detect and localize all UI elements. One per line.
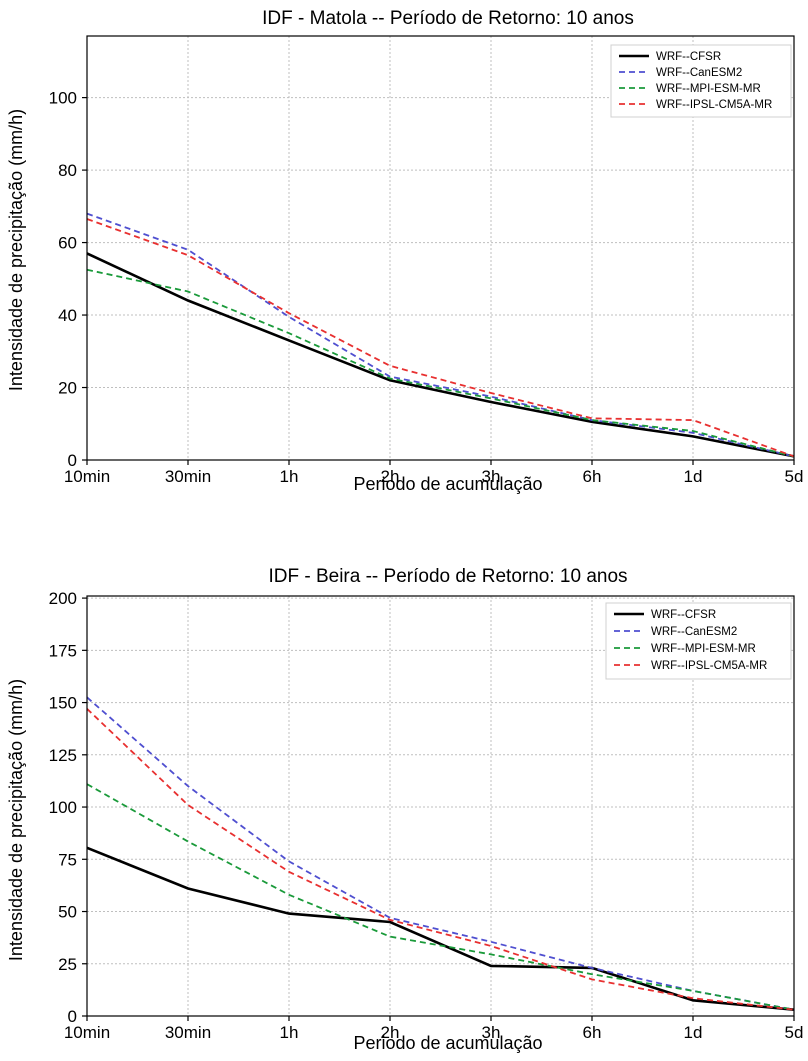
chart-title: IDF - Matola -- Período de Retorno: 10 a… bbox=[262, 8, 634, 29]
series-line-wrf-cfsr bbox=[86, 252, 795, 458]
x-axis-label: Periodo de acumulação bbox=[353, 1033, 542, 1053]
legend-label: WRF--MPI-ESM-MR bbox=[651, 643, 756, 655]
legend-label: WRF--IPSL-CM5A-MR bbox=[651, 660, 767, 672]
y-tick-label: 100 bbox=[49, 89, 77, 108]
y-tick-label: 40 bbox=[58, 306, 77, 325]
legend-label: WRF--CFSR bbox=[656, 51, 721, 63]
chart-title: IDF - Beira -- Período de Retorno: 10 an… bbox=[268, 566, 627, 587]
x-tick-label: 5d bbox=[785, 1023, 804, 1042]
x-tick-label: 2h bbox=[381, 1023, 400, 1042]
series-group bbox=[86, 696, 795, 1011]
y-axis-ticks: 0 25 50 75 100 125 150 175 200 bbox=[49, 589, 87, 1026]
series-line-wrf-ipsl-cm5a-mr bbox=[86, 218, 795, 458]
chart-beira: IDF - Beira -- Período de Retorno: 10 an… bbox=[6, 566, 803, 1053]
legend-label: WRF--CanESM2 bbox=[651, 626, 737, 638]
y-tick-label: 0 bbox=[68, 451, 77, 470]
x-tick-label: 10min bbox=[64, 1023, 110, 1042]
x-axis-ticks: 10min 30min 1h 2h 3h 6h 1d 5d bbox=[64, 1016, 804, 1042]
plot-frame bbox=[86, 35, 795, 461]
x-tick-label: 6h bbox=[583, 1023, 602, 1042]
x-tick-label: 5d bbox=[785, 467, 804, 486]
legend-label: WRF--MPI-ESM-MR bbox=[656, 83, 761, 95]
y-axis-ticks: 0 20 40 60 80 100 bbox=[49, 89, 87, 470]
legend-box bbox=[605, 602, 792, 680]
x-axis-ticks: 10min 30min 1h 2h 3h 6h 1d 5d bbox=[64, 460, 804, 486]
legend-label: WRF--IPSL-CM5A-MR bbox=[656, 99, 772, 111]
y-axis-label: Intensidade de precipitação (mm/h) bbox=[6, 679, 26, 961]
series-line-wrf-mpi-esm-mr bbox=[86, 268, 795, 458]
x-tick-label: 3h bbox=[482, 467, 501, 486]
series-line-wrf-canesm2 bbox=[86, 696, 795, 1011]
plot-frame bbox=[86, 595, 795, 1017]
y-tick-label: 80 bbox=[58, 161, 77, 180]
y-tick-label: 0 bbox=[68, 1007, 77, 1026]
y-tick-label: 20 bbox=[58, 379, 77, 398]
y-tick-label: 150 bbox=[49, 694, 77, 713]
x-tick-label: 1d bbox=[684, 467, 703, 486]
y-tick-label: 200 bbox=[49, 589, 77, 608]
grid bbox=[87, 596, 794, 1016]
x-tick-label: 10min bbox=[64, 467, 110, 486]
legend-label: WRF--CFSR bbox=[651, 609, 716, 621]
x-axis-label: Periodo de acumulação bbox=[353, 474, 542, 494]
y-tick-label: 75 bbox=[58, 850, 77, 869]
y-axis-label: Intensidade de precipitação (mm/h) bbox=[6, 109, 26, 391]
x-tick-label: 1h bbox=[280, 1023, 299, 1042]
x-tick-label: 30min bbox=[165, 467, 211, 486]
series-group bbox=[86, 212, 795, 458]
x-tick-label: 6h bbox=[583, 467, 602, 486]
y-tick-label: 50 bbox=[58, 903, 77, 922]
y-tick-label: 25 bbox=[58, 955, 77, 974]
legend-label: WRF--CanESM2 bbox=[656, 67, 742, 79]
y-tick-label: 175 bbox=[49, 641, 77, 660]
chart-matola: IDF - Matola -- Período de Retorno: 10 a… bbox=[6, 8, 803, 494]
y-tick-label: 125 bbox=[49, 746, 77, 765]
grid bbox=[87, 36, 794, 460]
x-tick-label: 1h bbox=[280, 467, 299, 486]
series-line-wrf-mpi-esm-mr bbox=[86, 783, 795, 1011]
x-tick-label: 2h bbox=[381, 467, 400, 486]
y-tick-label: 60 bbox=[58, 234, 77, 253]
x-tick-label: 3h bbox=[482, 1023, 501, 1042]
legend: WRF--CFSR WRF--CanESM2 WRF--MPI-ESM-MR WRF-… bbox=[610, 44, 792, 118]
legend: WRF--CFSR WRF--CanESM2 WRF--MPI-ESM-MR WRF-… bbox=[605, 602, 792, 680]
x-tick-label: 30min bbox=[165, 1023, 211, 1042]
series-line-wrf-cfsr bbox=[86, 846, 795, 1011]
series-line-wrf-ipsl-cm5a-mr bbox=[86, 708, 795, 1011]
y-tick-label: 100 bbox=[49, 798, 77, 817]
x-tick-label: 1d bbox=[684, 1023, 703, 1042]
